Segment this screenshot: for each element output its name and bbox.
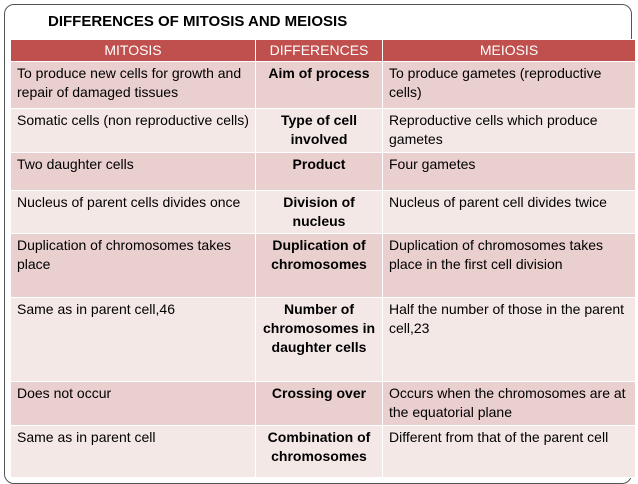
table-row: Duplication of chromosomes takes place D… [10,233,636,298]
mitosis-cell: Somatic cells (non reproductive cells) [10,108,256,153]
difference-cell: Combination of chromosomes [255,425,383,478]
table-row: Two daughter cells Product Four gametes [10,152,636,191]
meiosis-cell: To produce gametes (reproductive cells) [382,61,636,109]
page-title: DIFFERENCES OF MITOSIS AND MEIOSIS [48,13,348,30]
mitosis-cell: Same as in parent cell,46 [10,297,256,382]
table-row: To produce new cells for growth and repa… [10,61,636,109]
column-header-differences: DIFFERENCES [255,39,383,62]
difference-cell: Duplication of chromosomes [255,233,383,298]
comparison-table: MITOSIS DIFFERENCES MEIOSIS To produce n… [10,39,636,478]
difference-cell: Division of nucleus [255,190,383,234]
table-row: Somatic cells (non reproductive cells) T… [10,108,636,153]
difference-cell: Crossing over [255,381,383,426]
mitosis-cell: To produce new cells for growth and repa… [10,61,256,109]
mitosis-cell: Same as in parent cell [10,425,256,478]
mitosis-cell: Two daughter cells [10,152,256,191]
meiosis-cell: Half the number of those in the parent c… [382,297,636,382]
table-header-row: MITOSIS DIFFERENCES MEIOSIS [10,39,636,62]
column-header-mitosis: MITOSIS [10,39,256,62]
meiosis-cell: Reproductive cells which produce gametes [382,108,636,153]
table-row: Same as in parent cell,46 Number of chro… [10,297,636,382]
meiosis-cell: Nucleus of parent cell divides twice [382,190,636,234]
difference-cell: Number of chromosomes in daughter cells [255,297,383,382]
mitosis-cell: Duplication of chromosomes takes place [10,233,256,298]
table-row: Nucleus of parent cells divides once Div… [10,190,636,234]
meiosis-cell: Duplication of chromosomes takes place i… [382,233,636,298]
mitosis-cell: Nucleus of parent cells divides once [10,190,256,234]
table-row: Does not occur Crossing over Occurs when… [10,381,636,426]
difference-cell: Type of cell involved [255,108,383,153]
meiosis-cell: Occurs when the chromosomes are at the e… [382,381,636,426]
column-header-meiosis: MEIOSIS [382,39,636,62]
table-row: Same as in parent cell Combination of ch… [10,425,636,478]
mitosis-cell: Does not occur [10,381,256,426]
meiosis-cell: Different from that of the parent cell [382,425,636,478]
difference-cell: Aim of process [255,61,383,109]
meiosis-cell: Four gametes [382,152,636,191]
difference-cell: Product [255,152,383,191]
